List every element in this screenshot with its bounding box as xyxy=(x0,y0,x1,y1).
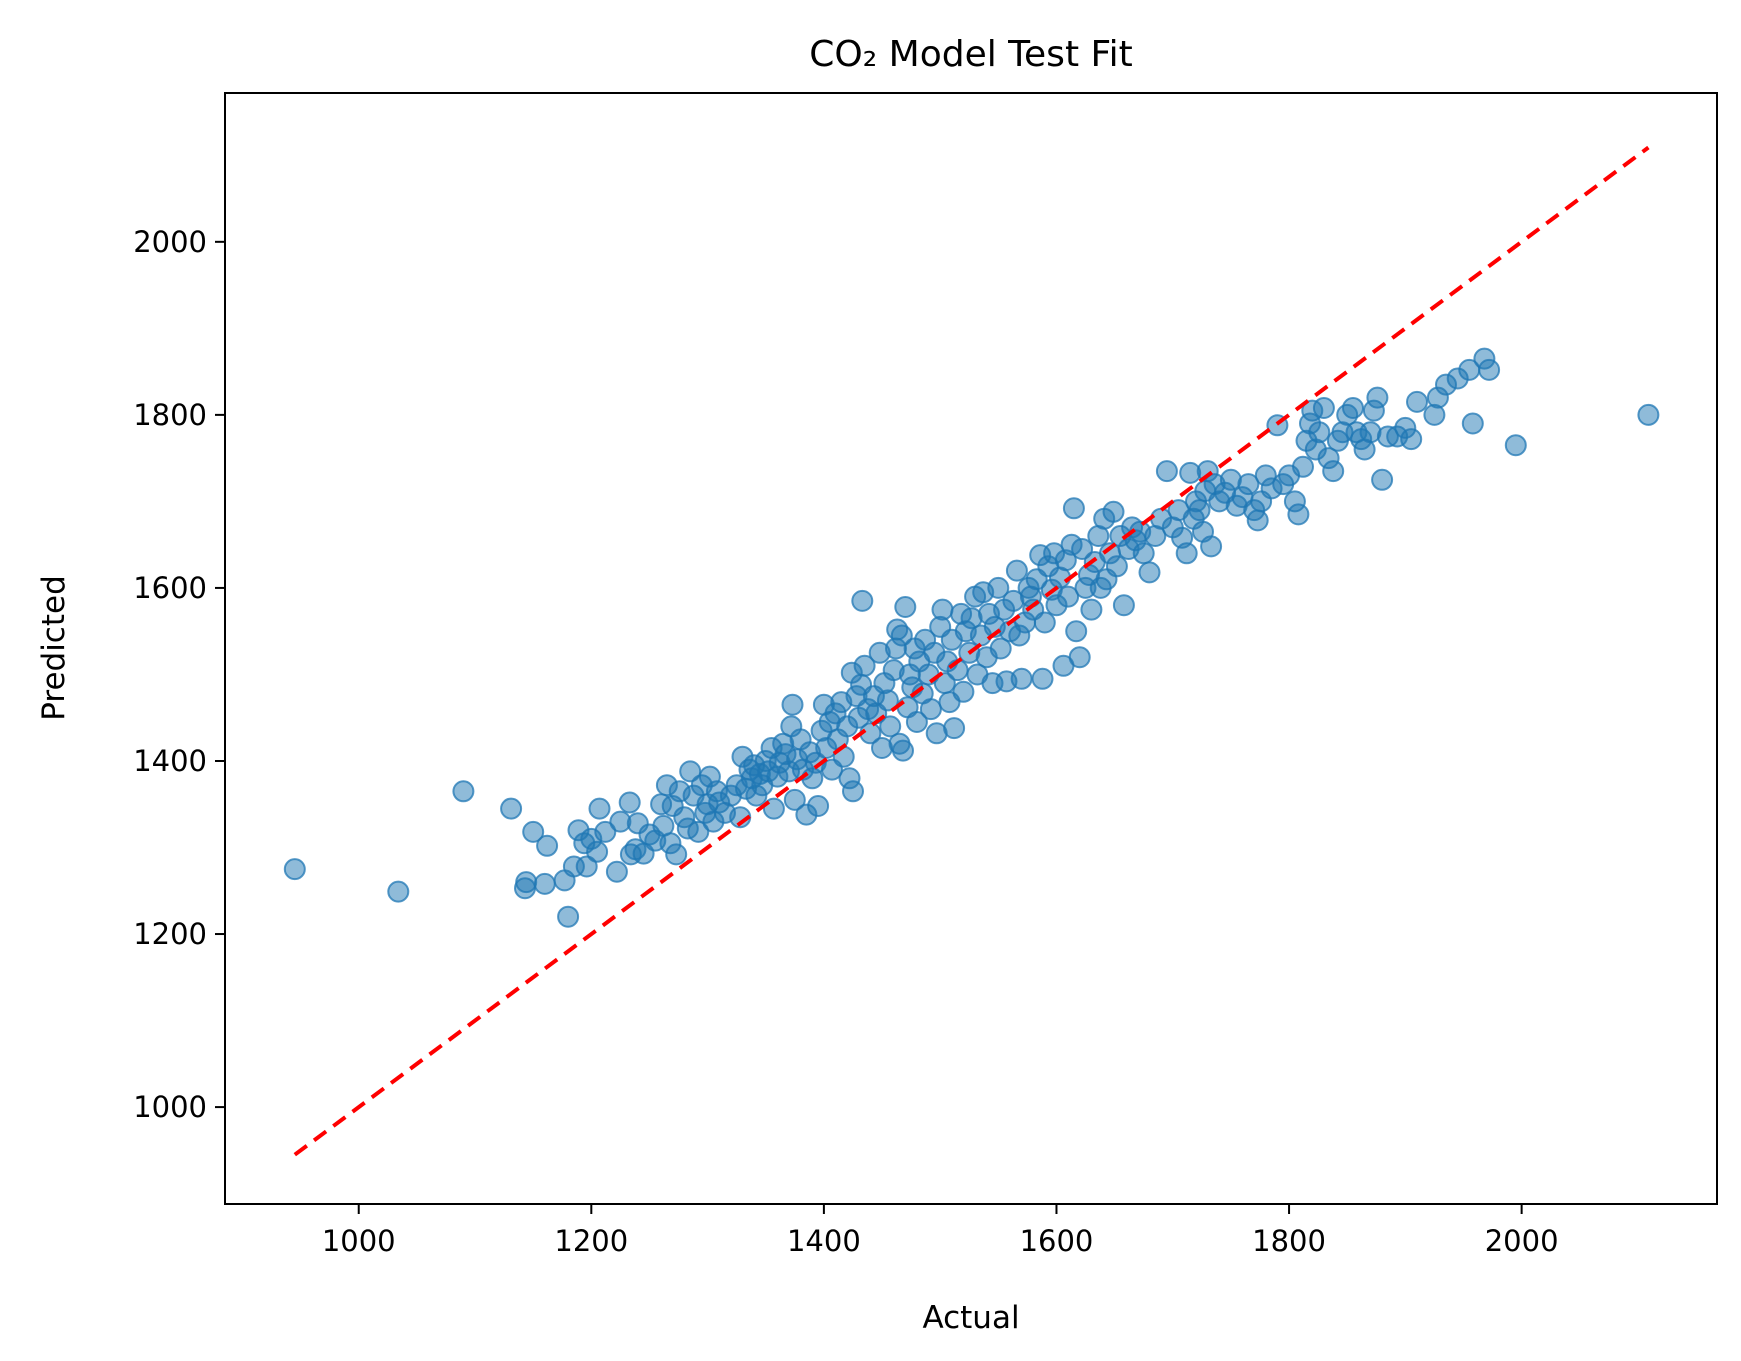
data-point xyxy=(807,795,830,817)
plot-frame xyxy=(224,92,1718,1205)
data-point xyxy=(879,715,902,738)
data-points xyxy=(283,347,1660,928)
data-point xyxy=(1112,594,1135,617)
y-tick-label: 1200 xyxy=(133,917,207,951)
data-point xyxy=(1461,412,1484,435)
data-point xyxy=(665,843,688,866)
data-point xyxy=(853,654,876,677)
data-point xyxy=(452,780,475,803)
data-point xyxy=(1068,646,1091,669)
data-point xyxy=(890,624,913,647)
x-axis-ticks: 1000 1200 1400 1600 1800 2000 xyxy=(322,1204,1559,1258)
data-point xyxy=(1010,667,1033,690)
data-point xyxy=(1292,455,1314,478)
data-point xyxy=(952,680,975,703)
x-tick-label: 1000 xyxy=(322,1224,396,1258)
data-point xyxy=(1005,559,1028,582)
data-point xyxy=(842,780,864,803)
data-point xyxy=(905,711,928,733)
data-point xyxy=(1312,397,1335,419)
data-point xyxy=(687,820,710,843)
data-point xyxy=(1102,500,1125,523)
data-point xyxy=(1637,403,1660,426)
data-point xyxy=(943,717,966,740)
y-tick-label: 1400 xyxy=(133,744,207,778)
data-point xyxy=(989,637,1012,660)
data-point xyxy=(1080,598,1103,621)
data-point xyxy=(1400,428,1423,451)
data-point xyxy=(522,820,545,843)
x-axis-label: Actual xyxy=(922,1300,1019,1336)
data-point xyxy=(1155,460,1178,483)
data-point xyxy=(500,797,523,820)
chart-title: CO₂ Model Test Fit xyxy=(809,34,1132,75)
data-point xyxy=(1062,497,1085,520)
data-point xyxy=(1033,611,1056,634)
data-point xyxy=(1237,473,1260,496)
data-point xyxy=(1371,468,1394,491)
y-tick-label: 2000 xyxy=(133,225,207,259)
data-point xyxy=(533,872,556,895)
data-point xyxy=(575,855,598,878)
data-point xyxy=(1308,421,1331,444)
data-point xyxy=(588,797,611,820)
data-point xyxy=(1366,386,1389,409)
data-point xyxy=(515,871,538,894)
data-point xyxy=(1138,561,1161,584)
x-tick-label: 2000 xyxy=(1485,1224,1559,1258)
x-tick-label: 1200 xyxy=(554,1224,628,1258)
x-tick-label: 1400 xyxy=(787,1224,861,1258)
data-point xyxy=(1031,667,1054,690)
data-point xyxy=(1105,555,1128,578)
data-point xyxy=(1342,397,1364,419)
reference-line xyxy=(293,145,1650,1157)
data-point xyxy=(1057,585,1080,608)
data-point xyxy=(1132,542,1155,565)
y-tick-label: 1000 xyxy=(133,1090,207,1124)
data-point xyxy=(1175,542,1198,565)
data-point xyxy=(1065,620,1088,643)
y-axis-ticks: 1000 1200 1400 1600 1800 2000 xyxy=(133,225,225,1124)
data-point xyxy=(605,860,628,883)
y-tick-label: 1800 xyxy=(133,398,207,432)
data-point xyxy=(586,840,609,863)
data-point xyxy=(876,689,899,712)
data-point xyxy=(931,598,954,621)
data-point xyxy=(1071,538,1094,560)
data-point xyxy=(894,596,917,618)
data-point xyxy=(1478,358,1501,381)
data-point xyxy=(919,698,942,721)
y-tick-label: 1600 xyxy=(133,571,207,605)
data-point xyxy=(1287,503,1310,526)
data-point xyxy=(387,880,410,903)
data-point xyxy=(594,820,617,843)
data-point xyxy=(618,791,641,814)
data-point xyxy=(1188,499,1211,522)
data-point xyxy=(892,739,914,762)
data-point xyxy=(851,589,874,612)
data-point xyxy=(781,693,804,716)
data-point xyxy=(1504,434,1527,457)
data-point xyxy=(987,576,1010,599)
data-point xyxy=(1322,460,1345,483)
data-point xyxy=(783,788,806,811)
y-axis-label: Predicted xyxy=(36,575,72,721)
data-point xyxy=(1246,509,1269,532)
data-point xyxy=(557,905,580,928)
data-point xyxy=(536,834,559,857)
data-point xyxy=(283,858,306,881)
x-tick-label: 1800 xyxy=(1252,1224,1326,1258)
data-point xyxy=(1200,535,1223,558)
x-tick-label: 1600 xyxy=(1020,1224,1094,1258)
data-point xyxy=(1406,390,1428,413)
